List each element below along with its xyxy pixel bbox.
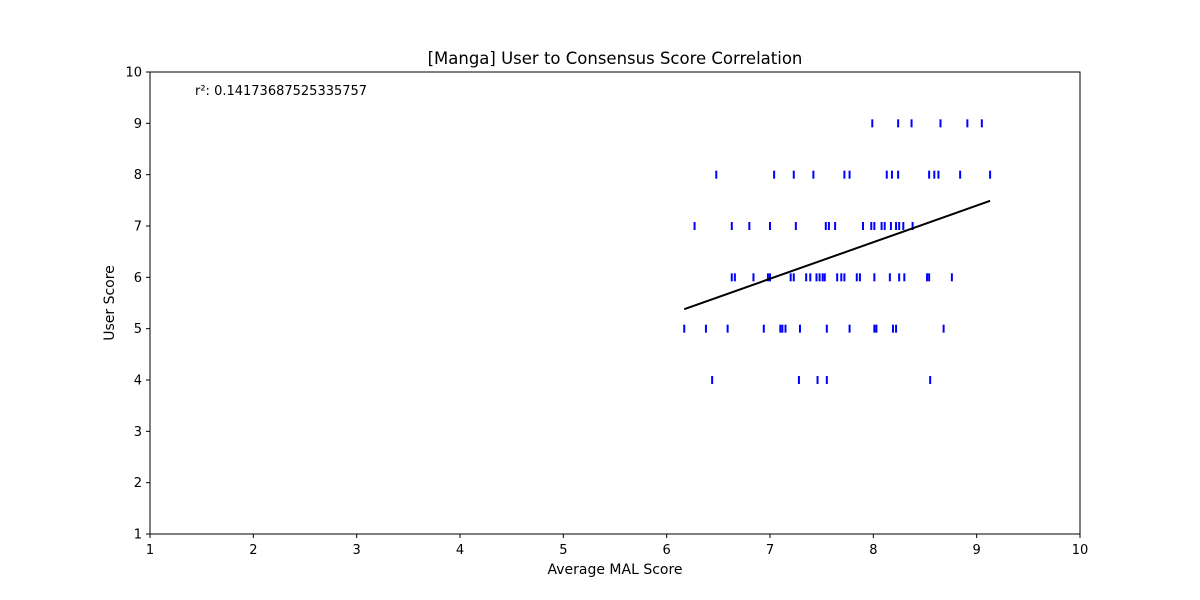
x-tick-label-3: 3: [353, 543, 361, 558]
x-tick-label-5: 5: [559, 543, 567, 558]
x-tick-label-6: 6: [663, 543, 671, 558]
x-axis-label: Average MAL Score: [547, 562, 682, 578]
x-tick-label-4: 4: [456, 543, 464, 558]
x-tick-label-8: 8: [869, 543, 877, 558]
x-tick-label-2: 2: [249, 543, 257, 558]
y-axis-label: User Score: [102, 265, 118, 341]
x-tick-label-7: 7: [766, 543, 774, 558]
x-axis: 1 2 3 4 5 6 7 8 9 10: [146, 534, 1088, 558]
plot-marks: [683, 119, 992, 384]
y-tick-label-1: 1: [134, 528, 142, 543]
chart-title: [Manga] User to Consensus Score Correlat…: [428, 49, 803, 68]
y-tick-label-4: 4: [134, 374, 142, 389]
y-tick-label-2: 2: [134, 476, 142, 491]
regression-line: [683, 199, 991, 311]
plot-frame: [149, 71, 1081, 535]
y-tick-label-5: 5: [134, 322, 142, 337]
y-tick-label-9: 9: [134, 117, 142, 132]
y-tick-label-10: 10: [125, 66, 142, 81]
y-tick-label-7: 7: [134, 220, 142, 235]
y-tick-label-6: 6: [134, 271, 142, 286]
r-squared-annotation: r²: 0.14173687525335757: [195, 84, 367, 99]
y-axis: 1 2 3 4 5 6 7 8 9 10: [125, 66, 150, 543]
y-tick-label-8: 8: [134, 168, 142, 183]
x-tick-label-1: 1: [146, 543, 154, 558]
y-tick-label-3: 3: [134, 425, 142, 440]
x-tick-label-9: 9: [973, 543, 981, 558]
x-tick-label-10: 10: [1072, 543, 1089, 558]
